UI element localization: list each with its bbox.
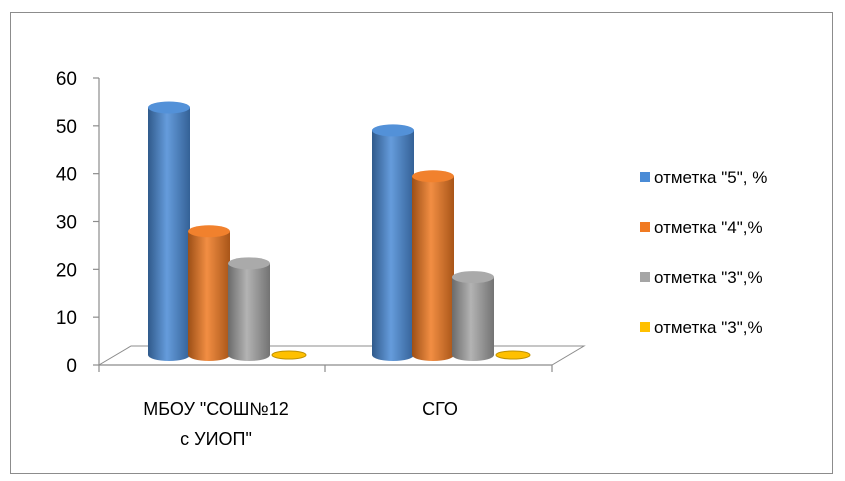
legend-label: отметка "5", % (654, 168, 768, 187)
bar-body (452, 277, 494, 361)
legend-label: отметка "3",% (654, 268, 763, 287)
legend-label: отметка "3",% (654, 318, 763, 337)
bar-cylinder (372, 124, 414, 361)
bar-body (412, 176, 454, 361)
legend-swatch (640, 222, 650, 232)
y-tick-label: 20 (56, 260, 77, 281)
bar-cylinder (412, 170, 454, 361)
y-tick-label: 0 (66, 356, 77, 377)
bar-top (228, 257, 270, 270)
bar-cylinder (495, 350, 531, 360)
bar-cylinder (271, 350, 307, 360)
bar-top (452, 271, 494, 284)
x-category-label: СГО (422, 399, 458, 419)
legend-item: отметка "3",% (640, 318, 840, 340)
bar-cylinder (452, 271, 494, 361)
bar-body (188, 231, 230, 361)
bar-top (188, 225, 230, 238)
legend-swatch (640, 322, 650, 332)
bar-top (148, 101, 190, 114)
bar-top (412, 170, 454, 183)
y-tick-label: 30 (56, 213, 77, 234)
legend-item: отметка "3",% (640, 268, 840, 290)
y-tick-label: 60 (56, 69, 77, 90)
bar-body (228, 263, 270, 361)
legend-label: отметка "4",% (654, 218, 763, 237)
y-tick-label: 10 (56, 308, 77, 329)
bar-cylinder (148, 101, 190, 361)
bar-body (372, 130, 414, 361)
legend-swatch (640, 272, 650, 282)
x-category-label: с УИОП" (180, 429, 252, 449)
legend-item: отметка "5", % (640, 168, 840, 190)
y-tick-label: 40 (56, 165, 77, 186)
legend-swatch (640, 172, 650, 182)
bar-top (372, 124, 414, 137)
bar-cap (495, 350, 531, 360)
bar-cylinder (188, 225, 230, 361)
legend-item: отметка "4",% (640, 218, 840, 240)
bar-body (148, 107, 190, 361)
bar-cap (271, 350, 307, 360)
chart-legend: отметка "5", % отметка "4",% отметка "3"… (640, 168, 840, 368)
x-category-label: МБОУ "СОШ№12 (143, 399, 288, 419)
bar-cylinder (228, 257, 270, 361)
y-tick-label: 50 (56, 117, 77, 138)
